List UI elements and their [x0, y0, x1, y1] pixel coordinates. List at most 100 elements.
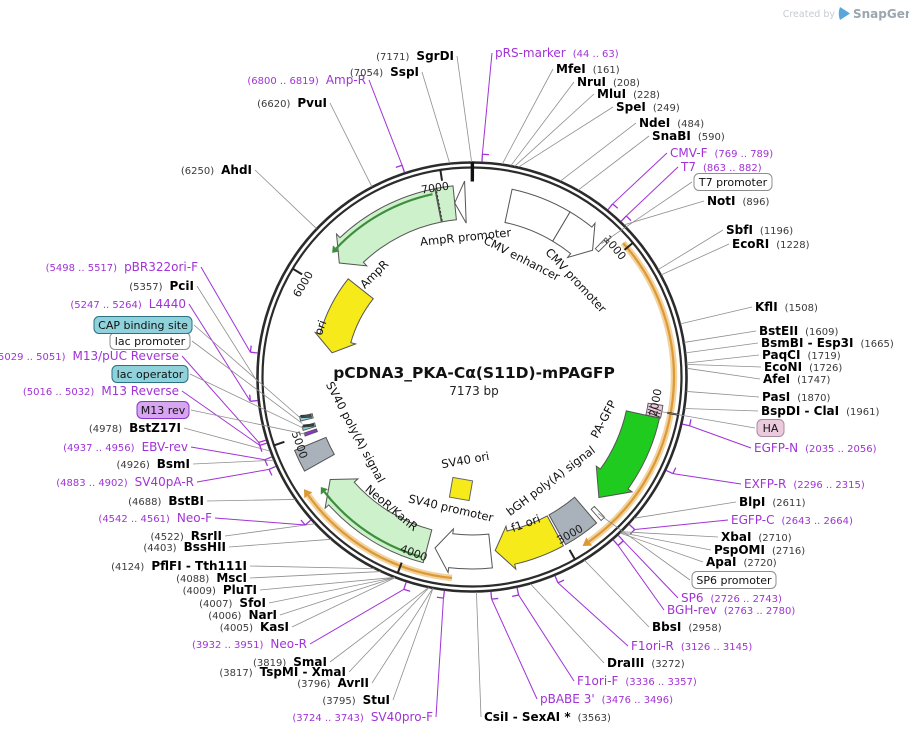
label-snabi[interactable]: SnaBI (590) — [652, 129, 725, 143]
orf-arc-pka-orf[interactable] — [588, 242, 675, 543]
primer-tick-egfp-c — [628, 523, 636, 530]
label-csii-sexai[interactable]: CsiI - SexAI * (3563) — [484, 710, 611, 724]
label-pspomi[interactable]: PspOMI (2716) — [714, 543, 805, 557]
label-bstz17i[interactable]: (4978) BstZ17I — [89, 421, 181, 435]
label-bsshii[interactable]: (4403) BssHII — [143, 540, 226, 554]
feature-sv40-promoter[interactable] — [434, 527, 493, 575]
boxed-label-m13-rev[interactable] — [136, 401, 190, 419]
label-prs-marker[interactable]: pRS-marker (44 .. 63) — [495, 46, 619, 60]
label-paqci[interactable]: PaqCI (1719) — [762, 348, 841, 362]
label-pbr322ori-f[interactable]: (5498 .. 5517) pBR322ori-F — [46, 260, 198, 274]
label-draiii[interactable]: DraIII (3272) — [607, 656, 685, 670]
label-bspdi-clai[interactable]: BspDI - ClaI (1961) — [761, 404, 879, 418]
feature-cmv-promoter[interactable] — [552, 211, 596, 259]
label-ndei[interactable]: NdeI (484) — [639, 116, 704, 130]
label-msci[interactable]: (4088) MscI — [176, 571, 247, 585]
callout-line-apai — [619, 532, 704, 563]
label-econi[interactable]: EcoNI (1726) — [764, 360, 842, 374]
label-f1ori-f[interactable]: F1ori-F (3336 .. 3357) — [577, 674, 697, 688]
label-egfp-c[interactable]: EGFP-C (2643 .. 2664) — [731, 513, 853, 527]
label-pflfi-tth111i[interactable]: (4124) PflFI - Tth111I — [111, 559, 247, 573]
label-exfp-r[interactable]: EXFP-R (2296 .. 2315) — [744, 477, 865, 491]
feature-ampr[interactable] — [335, 188, 442, 267]
label-bbsi[interactable]: BbsI (2958) — [652, 620, 722, 634]
label-kfli[interactable]: KflI (1508) — [755, 300, 818, 314]
label-apai[interactable]: ApaI (2720) — [706, 555, 777, 569]
label-nrui[interactable]: NruI (208) — [577, 75, 640, 89]
orf-arc-neor-orf[interactable] — [307, 494, 453, 580]
label-tspmi-xmai[interactable]: (3817) TspMI - XmaI — [219, 665, 346, 679]
label-sbfi[interactable]: SbfI (1196) — [726, 223, 793, 237]
label-bsteii[interactable]: BstEII (1609) — [759, 324, 839, 338]
boxed-label-sp6-promoter[interactable] — [691, 571, 777, 589]
label-cmv-f[interactable]: CMV-F (769 .. 789) — [670, 146, 773, 160]
label-sspi[interactable]: (7054) SspI — [350, 65, 419, 79]
label-avrii[interactable]: (3796) AvrII — [297, 676, 369, 690]
feature-label-sv40-poly-a-signal[interactable]: SV40 poly(A) signal — [323, 379, 388, 485]
boxed-label-cap-binding-site[interactable] — [93, 316, 193, 334]
primer-tick-ebv-rev — [264, 456, 273, 461]
label-f1ori-r[interactable]: F1ori-R (3126 .. 3145) — [631, 639, 752, 653]
feature-sp6-promoter-marker[interactable] — [590, 505, 606, 522]
label-m13-reverse[interactable]: (5016 .. 5032) M13 Reverse — [23, 384, 179, 398]
feature-m13-rev-marker[interactable] — [303, 428, 318, 437]
feature-label-ori[interactable]: ori — [311, 318, 329, 337]
label-pasi[interactable]: PasI (1870) — [762, 390, 831, 404]
label-m13-puc-reverse[interactable]: (5029 .. 5051) M13/pUC Reverse — [0, 349, 179, 363]
label-mlui[interactable]: MluI (228) — [597, 87, 660, 101]
label-sp6[interactable]: SP6 (2726 .. 2743) — [681, 591, 782, 605]
label-xbai[interactable]: XbaI (2710) — [721, 530, 792, 544]
label-pvui[interactable]: (6620) PvuI — [257, 96, 327, 110]
label-pbabe-3[interactable]: pBABE 3' (3476 .. 3496) — [540, 692, 673, 706]
label-ebv-rev[interactable]: (4937 .. 4956) EBV-rev — [63, 440, 188, 454]
label-sv40pa-r[interactable]: (4883 .. 4902) SV40pA-R — [56, 475, 194, 489]
label-egfp-n[interactable]: EGFP-N (2035 .. 2056) — [754, 441, 877, 455]
label-pluti[interactable]: (4009) PluTI — [183, 583, 257, 597]
label-amp-r[interactable]: (6800 .. 6819) Amp-R — [247, 73, 366, 87]
label-neo-r[interactable]: (3932 .. 3951) Neo-R — [192, 637, 307, 651]
callout-line-mfei — [501, 68, 554, 165]
label-bsmi[interactable]: (4926) BsmI — [116, 457, 190, 471]
primer-tick-foot — [395, 164, 403, 169]
boxed-label-text-m13-rev: M13 rev — [141, 404, 186, 417]
label-kasi[interactable]: (4005) KasI — [220, 620, 289, 634]
label-ahdi[interactable]: (6250) AhdI — [181, 163, 252, 177]
feature-bgh-poly-a-signal[interactable] — [548, 496, 598, 546]
feature-label-sv40-ori[interactable]: SV40 ori — [440, 449, 490, 471]
label-mfei[interactable]: MfeI (161) — [556, 62, 620, 76]
label-sfoi[interactable]: (4007) SfoI — [199, 596, 266, 610]
label-nari[interactable]: (4006) NarI — [208, 608, 277, 622]
label-afei[interactable]: AfeI (1747) — [763, 372, 830, 386]
feature-sv40-ori-marker[interactable] — [448, 476, 474, 502]
label-t7[interactable]: T7 (863 .. 882) — [680, 160, 762, 174]
label-pcii[interactable]: (5357) PciI — [129, 279, 194, 293]
boxed-label-t7-promoter[interactable] — [693, 173, 773, 191]
label-noti[interactable]: NotI (896) — [707, 194, 769, 208]
label-sv40pro-f[interactable]: (3724 .. 3743) SV40pro-F — [292, 710, 433, 724]
label-smai[interactable]: (3819) SmaI — [253, 655, 327, 669]
feature-sv40-poly-a-signal[interactable] — [293, 436, 335, 472]
label-l4440[interactable]: (5247 .. 5264) L4440 — [70, 297, 186, 311]
label-rsrii[interactable]: (4522) RsrII — [151, 529, 223, 543]
label-bstbi[interactable]: (4688) BstBI — [128, 494, 204, 508]
primer-tick-neo-f — [304, 519, 312, 526]
boxed-label-lac-operator[interactable] — [111, 365, 189, 383]
label-bgh-rev[interactable]: BGH-rev (2763 .. 2780) — [667, 603, 795, 617]
feature-f1-ori[interactable] — [494, 515, 565, 571]
label-blpi[interactable]: BlpI (2611) — [739, 495, 806, 509]
label-ecori[interactable]: EcoRI (1228) — [732, 237, 810, 251]
feature-neor-kanr[interactable] — [324, 478, 433, 564]
feature-pa-gfp[interactable] — [595, 410, 661, 499]
primer-tick-foot — [511, 594, 519, 597]
label-stui[interactable]: (3795) StuI — [322, 693, 390, 707]
feature-t7-promoter-marker[interactable] — [594, 237, 610, 253]
boxed-label-ha[interactable] — [756, 419, 785, 437]
feature-ori[interactable] — [313, 278, 375, 354]
label-spei[interactable]: SpeI (249) — [616, 100, 680, 114]
label-bsmbi-esp3i[interactable]: BsmBI - Esp3I (1665) — [761, 336, 894, 350]
callout-line-f1ori-r — [557, 582, 629, 647]
feature-label-pa-gfp[interactable]: PA-GFP — [588, 398, 620, 441]
label-neo-f[interactable]: (4542 .. 4561) Neo-F — [98, 511, 212, 525]
label-sgrdi[interactable]: (7171) SgrDI — [376, 49, 454, 63]
primer-tick-foot — [300, 519, 306, 526]
